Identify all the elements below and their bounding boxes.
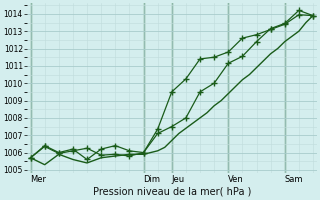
X-axis label: Pression niveau de la mer( hPa ): Pression niveau de la mer( hPa ) — [92, 187, 251, 197]
